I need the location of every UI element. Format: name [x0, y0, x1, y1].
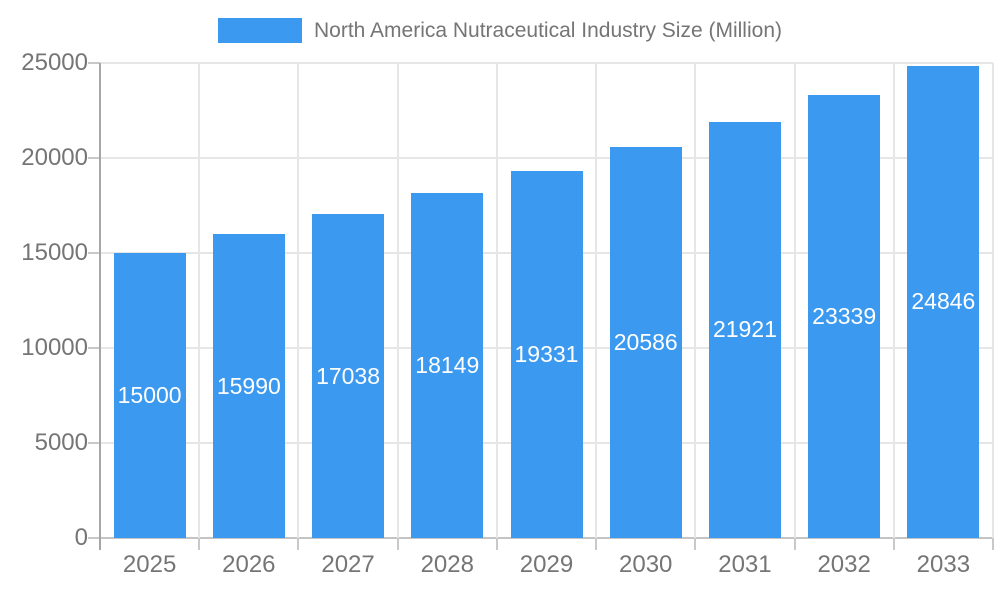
bar[interactable]: 15000 — [113, 253, 186, 538]
x-axis-label: 2032 — [817, 551, 871, 578]
bar-value-label: 18149 — [415, 352, 480, 379]
vertical-gridline — [595, 63, 598, 538]
x-axis-tick — [495, 538, 498, 550]
x-axis-zero-line — [100, 537, 993, 539]
bar[interactable]: 15990 — [212, 234, 285, 538]
x-axis-label: 2031 — [718, 551, 772, 578]
vertical-gridline — [793, 63, 796, 538]
y-axis-tick — [88, 537, 100, 539]
vertical-gridline — [992, 63, 994, 538]
y-axis-label: 5000 — [34, 429, 88, 456]
x-axis-label: 2028 — [420, 551, 474, 578]
bar[interactable]: 23339 — [808, 94, 881, 538]
y-axis-tick — [88, 157, 100, 159]
y-axis-label: 10000 — [21, 334, 88, 361]
vertical-gridline — [198, 63, 201, 538]
y-axis-label: 25000 — [21, 49, 88, 76]
vertical-gridline — [892, 63, 895, 538]
x-axis-label: 2027 — [321, 551, 375, 578]
y-axis-label: 20000 — [21, 144, 88, 171]
x-axis-label: 2026 — [222, 551, 276, 578]
horizontal-gridline — [100, 62, 993, 64]
plot-area: 0 5000 10000 15000 20000 25000 15000 15990 17038… — [21, 50, 994, 578]
legend[interactable]: North America Nutraceutical Industry Siz… — [0, 18, 1000, 43]
bar-value-label: 23339 — [812, 302, 877, 329]
legend-label: North America Nutraceutical Industry Siz… — [314, 18, 782, 42]
x-axis-tick — [198, 538, 201, 550]
vertical-gridline — [297, 63, 300, 538]
x-axis-label: 2030 — [619, 551, 673, 578]
bar[interactable]: 20586 — [609, 146, 682, 538]
bar-value-label: 21921 — [712, 316, 777, 343]
bar-value-label: 20586 — [613, 328, 678, 355]
bar[interactable]: 24846 — [907, 65, 980, 538]
bar-value-label: 15000 — [117, 382, 182, 408]
bar[interactable]: 19331 — [510, 170, 583, 538]
x-axis-tick — [297, 538, 300, 550]
x-axis-label: 2025 — [122, 551, 177, 578]
vertical-gridline — [694, 63, 697, 538]
vertical-gridline — [396, 63, 399, 538]
y-axis-label: 0 — [74, 524, 88, 551]
y-axis-tick — [88, 62, 100, 64]
y-axis-line — [99, 63, 101, 550]
bar-value-label: 19331 — [514, 340, 579, 367]
x-axis-tick — [595, 538, 598, 550]
legend-swatch-icon — [218, 18, 302, 43]
x-axis-tick — [793, 538, 796, 550]
bar-value-label: 15990 — [216, 372, 281, 399]
bar-value-label: 17038 — [316, 362, 381, 389]
x-axis-tick — [892, 538, 895, 550]
x-axis-tick — [694, 538, 697, 550]
y-axis-tick — [88, 442, 100, 444]
x-axis-label: 2033 — [916, 551, 971, 578]
horizontal-gridline — [100, 157, 993, 159]
bar-value-label: 24846 — [911, 288, 976, 315]
bar[interactable]: 18149 — [411, 193, 484, 538]
y-axis-tick — [88, 252, 100, 254]
x-axis-label: 2029 — [519, 551, 574, 578]
bar[interactable]: 21921 — [708, 121, 781, 538]
bar[interactable]: 17038 — [312, 214, 385, 538]
y-axis-label: 15000 — [21, 239, 88, 266]
y-axis-tick — [88, 347, 100, 349]
vertical-gridline — [495, 63, 498, 538]
x-axis-tick — [992, 538, 994, 550]
x-axis-tick — [396, 538, 399, 550]
